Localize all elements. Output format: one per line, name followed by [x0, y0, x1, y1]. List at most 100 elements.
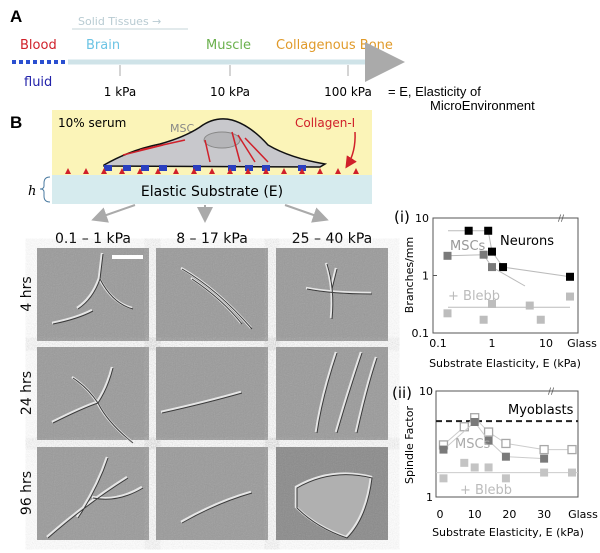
y-tick-label: 1	[426, 491, 433, 504]
chart-branches: (i) 10 1 0.10.1 1 10 Glass // Substrate Elastici…	[394, 208, 597, 370]
collagen-ligands	[65, 168, 359, 174]
x-tick-label: 0	[437, 508, 444, 521]
x-axis-label: Substrate Elasticity, E (kPa)	[429, 357, 581, 370]
stress-fiber	[237, 134, 256, 163]
data-point	[470, 417, 479, 426]
x-axis-label: Substrate Elasticity, E (kPa)	[432, 526, 584, 539]
collagen-triangle	[101, 168, 107, 174]
stress-fiber	[204, 139, 211, 163]
collagen-triangle	[245, 168, 251, 174]
micrograph-r1-c1	[37, 248, 149, 341]
collagen-triangle	[317, 168, 323, 174]
collagen-triangle	[299, 168, 305, 174]
y-tick-label: 0.1	[412, 327, 430, 340]
arrow-to-soft	[91, 204, 136, 223]
collagen-triangle	[191, 168, 197, 174]
msc-label: MSC	[170, 122, 194, 135]
plot-frame	[435, 390, 579, 498]
data-point	[460, 458, 469, 467]
data-point	[484, 463, 493, 472]
data-point	[479, 250, 488, 259]
data-point	[536, 315, 545, 324]
y-tick-label: 10	[415, 212, 429, 225]
row-label-96hrs: 96 hrs	[19, 471, 35, 515]
micrograph-r2-c2	[156, 347, 268, 440]
data-point	[483, 427, 494, 437]
data-point	[439, 474, 448, 483]
integrin-square	[245, 165, 253, 171]
collagen-triangle	[353, 168, 359, 174]
data-point	[501, 452, 510, 461]
cell-nucleus	[203, 131, 241, 149]
collagen-triangle	[281, 168, 287, 174]
stress-fiber	[139, 139, 186, 151]
data-point	[499, 263, 508, 272]
data-point	[479, 315, 488, 324]
solid-tissues-label: Solid Tissues →	[78, 15, 161, 28]
data-point	[501, 438, 511, 449]
micrograph-r3-c2	[156, 447, 268, 540]
tissue-muscle: Muscle	[206, 38, 251, 53]
fluid-label: fluid	[24, 75, 52, 90]
integrin-square	[141, 165, 149, 171]
collagen-triangle	[173, 168, 179, 174]
x-tick-label: 30	[537, 508, 551, 521]
micrograph-texture	[156, 347, 268, 440]
cell-shadow	[161, 392, 243, 414]
data-point	[525, 301, 534, 310]
collagen-triangle	[227, 168, 233, 174]
series-label-blebb: + Blebb	[448, 289, 500, 304]
series-line	[447, 254, 526, 287]
row-label-24hrs: 24 hrs	[19, 371, 35, 415]
y-axis-label: Spindle Factor	[403, 406, 416, 484]
x-tick-label: 10	[468, 508, 482, 521]
integrin-square	[193, 165, 201, 171]
cell-outline	[180, 490, 252, 524]
integrin-square	[104, 165, 112, 171]
cell-shadow	[47, 457, 144, 539]
data-point	[484, 436, 493, 445]
micrograph-r1-c2	[156, 248, 268, 341]
micrograph-texture	[37, 347, 149, 440]
micrograph-grid: 0.1 – 1 kPa 8 – 17 kPa 25 – 40 kPa 4 hrs…	[19, 231, 388, 540]
micrograph-r2-c1	[37, 347, 149, 444]
elasticity-definition-line2: MicroEnvironment	[430, 98, 535, 113]
x-tick-label: 20	[502, 508, 516, 521]
cell-shadow	[181, 492, 253, 524]
data-point	[464, 226, 473, 235]
elasticity-definition: = E, Elasticity of	[388, 84, 481, 99]
collagen-triangle	[119, 168, 125, 174]
column-label-stiff: 25 – 40 kPa	[292, 231, 372, 247]
row-label-4hrs: 4 hrs	[19, 276, 35, 311]
micrograph-r1-c3	[276, 248, 388, 341]
collagen-triangle	[263, 168, 269, 174]
data-point	[443, 251, 452, 260]
cell-shadow	[316, 352, 378, 434]
y-axis-label: Branches/mm	[403, 237, 416, 313]
x-tick-label: 10	[539, 337, 553, 350]
elastic-substrate	[52, 175, 372, 204]
x-tick-label: 0.1	[429, 337, 447, 350]
data-point	[488, 299, 496, 308]
axis-break-mark: //	[558, 214, 565, 224]
series-label-blebb: + Blebb	[460, 483, 512, 498]
collagen-triangle	[83, 168, 89, 174]
data-point	[470, 463, 479, 472]
data-point	[488, 247, 496, 256]
collagen-triangle	[335, 168, 341, 174]
collagen-triangle	[155, 168, 161, 174]
collagen-triangle	[137, 168, 143, 174]
stress-fiber	[231, 131, 241, 163]
arrow-to-stiff	[284, 204, 329, 223]
axis-break-mark: //	[548, 387, 555, 397]
thickness-h-label: h	[28, 184, 36, 199]
data-point	[459, 422, 469, 432]
substrate-label: Elastic Substrate (E)	[141, 184, 283, 200]
collagen-arrow	[345, 131, 357, 169]
tick-label-10kpa: 10 kPa	[210, 85, 250, 99]
series-label-neurons: Neurons	[500, 234, 554, 249]
column-label-soft: 0.1 – 1 kPa	[55, 231, 131, 247]
panel-b-letter: B	[10, 113, 22, 132]
panel-b-schematic: B 10% serum MSC Collagen-I h Elastic Sub…	[10, 110, 372, 223]
